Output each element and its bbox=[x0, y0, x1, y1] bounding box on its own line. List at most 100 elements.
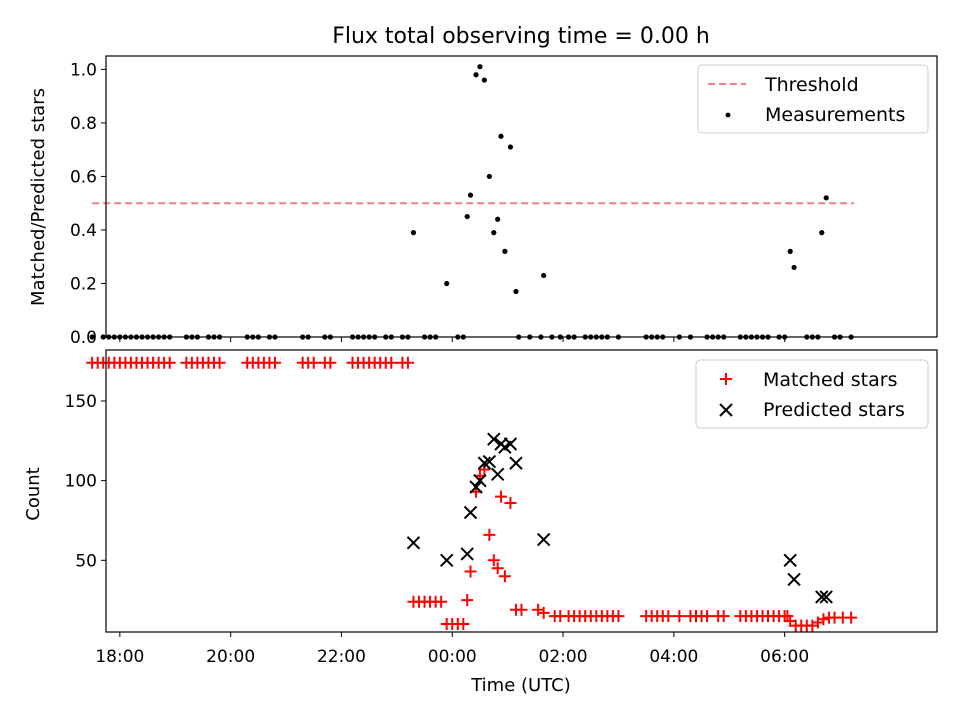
bottom-y-tick-label: 100 bbox=[65, 472, 97, 492]
bottom-legend: Matched stars Predicted stars bbox=[695, 359, 929, 429]
predicted-star-marker bbox=[487, 432, 501, 446]
measurement-point bbox=[486, 173, 492, 180]
legend-predicted-swatch bbox=[719, 403, 733, 417]
top-panel: 0.0 0.2 0.4 0.6 0.8 1.0 Matched/Predicted sta… bbox=[28, 55, 938, 348]
measurement-point bbox=[477, 64, 483, 70]
legend-measurements-label: Measurements bbox=[765, 104, 905, 126]
bottom-y-tick-label: 150 bbox=[65, 392, 97, 412]
predicted-star-marker bbox=[509, 456, 523, 470]
matched-star-marker bbox=[515, 603, 528, 616]
measurement-point bbox=[495, 216, 501, 222]
matched-star-marker bbox=[495, 490, 508, 503]
x-tick-label: 06:00 bbox=[760, 647, 809, 667]
x-tick-label: 18:00 bbox=[95, 647, 144, 667]
matched-star-marker bbox=[717, 610, 730, 623]
matched-star-marker bbox=[504, 496, 517, 509]
matched-star-marker bbox=[435, 595, 448, 608]
legend-threshold-label: Threshold bbox=[764, 74, 859, 96]
bottom-plot-area bbox=[86, 356, 858, 632]
measurement-point bbox=[513, 288, 519, 295]
predicted-star-marker bbox=[536, 532, 551, 547]
matched-star-marker bbox=[307, 356, 320, 369]
measurement-point bbox=[541, 272, 547, 279]
matched-star-marker bbox=[385, 356, 398, 369]
legend-matched-swatch bbox=[720, 373, 732, 385]
top-legend: Threshold Measurements bbox=[697, 64, 929, 134]
measurement-point bbox=[787, 248, 793, 254]
bottom-panel: 50 100 150 18:00 20:00 22:00 00:00 02:00 04:00 0… bbox=[23, 349, 938, 696]
top-y-tick-label: 0.2 bbox=[70, 274, 97, 294]
top-y-tick-label: 0.8 bbox=[70, 114, 97, 134]
measurement-point bbox=[410, 230, 417, 236]
measurement-point bbox=[498, 133, 504, 139]
matched-star-marker bbox=[845, 611, 858, 624]
x-tick-label: 02:00 bbox=[539, 647, 588, 667]
predicted-star-marker bbox=[460, 547, 474, 561]
matched-star-marker bbox=[817, 613, 830, 626]
measurement-point bbox=[823, 195, 829, 201]
predicted-star-marker bbox=[440, 553, 454, 568]
matched-star-marker bbox=[483, 528, 496, 541]
top-legend-box bbox=[697, 64, 929, 134]
bottom-x-axis: 18:00 20:00 22:00 00:00 02:00 04:00 06:00 bbox=[95, 632, 809, 667]
top-y-tick-label: 0.0 bbox=[70, 328, 97, 348]
predicted-star-marker bbox=[482, 454, 497, 469]
top-axes-frame bbox=[105, 55, 938, 338]
matched-star-marker bbox=[213, 356, 226, 369]
measurement-point bbox=[507, 144, 514, 150]
bottom-y-axis-label: Count bbox=[23, 467, 44, 520]
matched-star-marker bbox=[612, 610, 625, 623]
matched-star-marker bbox=[461, 594, 474, 607]
matched-star-marker bbox=[163, 356, 176, 369]
matched-star-marker bbox=[491, 562, 504, 575]
bottom-y-tick-label: 50 bbox=[75, 551, 97, 571]
x-tick-label: 00:00 bbox=[428, 647, 477, 667]
measurement-point bbox=[791, 264, 797, 271]
predicted-star-marker bbox=[819, 590, 833, 604]
predicted-star-marker bbox=[787, 572, 801, 587]
legend-predicted-label: Predicted stars bbox=[763, 399, 905, 421]
x-axis-label: Time (UTC) bbox=[470, 675, 571, 696]
predicted-star-marker bbox=[490, 467, 505, 481]
measurement-point bbox=[491, 230, 497, 236]
x-tick-label: 22:00 bbox=[317, 647, 366, 667]
predicted-star-marker bbox=[469, 480, 483, 494]
matched-star-marker bbox=[673, 610, 686, 623]
bottom-legend-box bbox=[695, 359, 929, 429]
matched-star-marker bbox=[457, 618, 470, 631]
predicted-star-marker bbox=[463, 505, 478, 520]
matched-star-marker bbox=[662, 610, 675, 623]
legend-matched-label: Matched stars bbox=[763, 369, 897, 391]
x-tick-label: 04:00 bbox=[649, 647, 698, 667]
measurement-point bbox=[473, 72, 479, 78]
top-x-ticks bbox=[119, 337, 786, 342]
measurement-point bbox=[481, 77, 487, 83]
legend-measurements-swatch bbox=[725, 112, 731, 118]
measurement-point bbox=[502, 248, 508, 254]
predicted-star-marker bbox=[406, 536, 421, 550]
predicted-star-marker bbox=[815, 590, 829, 604]
predicted-star-marker bbox=[473, 473, 487, 488]
measurement-point bbox=[444, 280, 450, 287]
chart-title: Flux total observing time = 0.00 h bbox=[332, 24, 710, 49]
matched-star-marker bbox=[701, 610, 714, 623]
measurement-point bbox=[467, 192, 474, 198]
bottom-y-axis: 50 100 150 bbox=[65, 392, 106, 571]
top-y-tick-label: 0.4 bbox=[70, 221, 97, 241]
matched-star-marker bbox=[487, 554, 500, 567]
matched-star-marker bbox=[268, 356, 281, 369]
predicted-star-marker bbox=[783, 553, 797, 568]
top-y-axis: 0.0 0.2 0.4 0.6 0.8 1.0 bbox=[70, 60, 106, 348]
predicted-star-marker bbox=[503, 437, 518, 451]
measurement-point bbox=[819, 230, 825, 236]
measurement-point bbox=[464, 213, 470, 220]
x-tick-label: 20:00 bbox=[206, 647, 255, 667]
measurement-point bbox=[89, 334, 95, 340]
bottom-axes-frame bbox=[105, 349, 938, 633]
top-plot-area bbox=[89, 64, 854, 340]
top-y-tick-label: 1.0 bbox=[70, 60, 97, 80]
top-y-axis-label: Matched/Predicted stars bbox=[28, 88, 49, 306]
matched-star-marker bbox=[324, 356, 337, 369]
matched-star-marker bbox=[537, 606, 550, 619]
